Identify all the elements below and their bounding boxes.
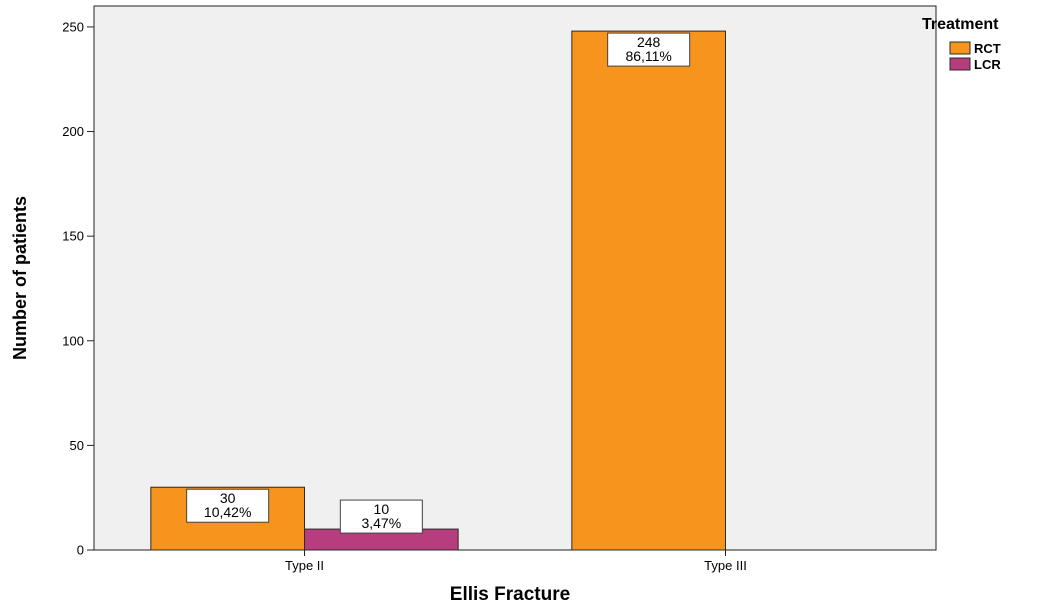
y-tick-label: 250 (62, 19, 84, 34)
data-label-percent: 10,42% (204, 504, 251, 520)
x-tick-label: Type III (704, 558, 747, 573)
y-axis-title: Number of patients (10, 196, 30, 360)
x-tick-label: Type II (285, 558, 324, 573)
y-tick-label: 200 (62, 124, 84, 139)
legend-swatch-rct (949, 41, 971, 55)
bar-rct-type-iii (571, 30, 727, 551)
data-label-background (607, 32, 691, 67)
x-axis-title: Ellis Fracture (450, 584, 570, 605)
data-label-count: 248 (637, 34, 661, 50)
data-label-percent: 86,11% (625, 48, 671, 64)
data-label-background (339, 499, 423, 534)
data-label-count: 10 (374, 501, 390, 517)
legend-label-rct: RCT (974, 41, 1001, 56)
legend-title: Treatment (922, 16, 999, 33)
plot-area (93, 5, 937, 551)
data-label-background (186, 488, 270, 523)
y-tick-label: 100 (62, 333, 84, 348)
y-tick-label: 0 (77, 543, 84, 558)
y-tick-label: 50 (70, 438, 84, 453)
legend-swatch-lcr (949, 57, 971, 71)
data-label-count: 30 (220, 490, 236, 506)
data-label-box: 103,47% (339, 499, 423, 534)
data-label-percent: 3,47% (361, 515, 401, 531)
bars (150, 30, 727, 551)
legend-label-lcr: LCR (974, 57, 1001, 72)
y-tick-label: 150 (62, 229, 84, 244)
y-axis: 0 50 100 150 200 250 (62, 19, 94, 558)
x-axis: Type II Type III (285, 550, 747, 573)
